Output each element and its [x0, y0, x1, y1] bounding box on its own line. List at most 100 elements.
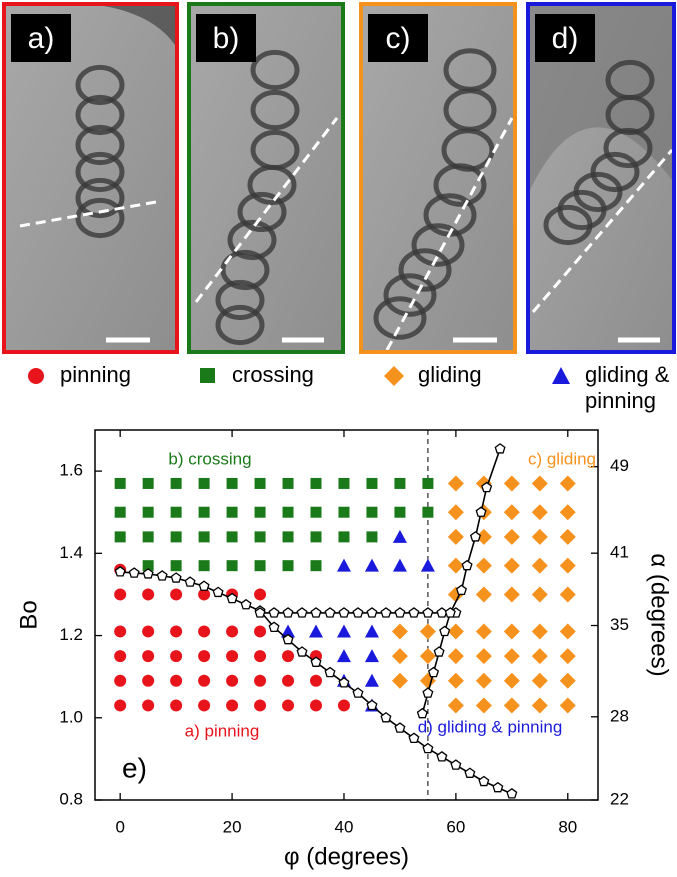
data-point	[282, 699, 294, 711]
data-point	[170, 650, 182, 662]
curve-marker	[171, 573, 181, 582]
annotation: e)	[122, 752, 147, 783]
data-point	[476, 623, 492, 639]
data-point	[365, 649, 379, 662]
data-point	[448, 504, 464, 520]
data-point	[560, 475, 576, 491]
curve-marker	[462, 561, 472, 570]
data-point	[448, 558, 464, 574]
curve-marker	[157, 571, 167, 580]
data-point	[198, 675, 210, 687]
data-point	[560, 697, 576, 713]
data-point	[254, 699, 266, 711]
curve-marker	[269, 608, 279, 617]
data-point	[532, 673, 548, 689]
data-point	[560, 648, 576, 664]
data-point	[420, 623, 436, 639]
y-axis-label: Bo	[15, 600, 42, 629]
data-point	[448, 673, 464, 689]
data-point	[504, 623, 520, 639]
legend-symbol	[552, 367, 570, 384]
data-point	[254, 650, 266, 662]
x-tick-label: 20	[223, 817, 242, 836]
data-point	[448, 623, 464, 639]
y2-tick-label: 22	[610, 789, 629, 808]
data-point	[171, 560, 182, 571]
y2-tick-label: 35	[610, 615, 629, 634]
data-point	[283, 531, 294, 542]
data-point	[142, 675, 154, 687]
data-point	[226, 675, 238, 687]
data-point	[255, 531, 266, 542]
y2-tick-label: 49	[610, 456, 629, 475]
data-point	[393, 559, 407, 572]
data-point	[199, 531, 210, 542]
data-point	[115, 531, 126, 542]
legend-entry: pinning	[60, 362, 200, 388]
curve-marker	[437, 752, 447, 761]
curve-marker	[339, 678, 349, 687]
data-point	[504, 558, 520, 574]
data-point	[365, 674, 379, 687]
y2-axis-label: α (degrees)	[646, 553, 673, 676]
legend-entry: gliding & pinning	[585, 362, 673, 414]
data-point	[283, 478, 294, 489]
data-point	[227, 507, 238, 518]
data-point	[476, 648, 492, 664]
legend-symbol	[200, 368, 215, 383]
photo-panel: c)	[361, 4, 515, 352]
data-point	[338, 531, 349, 542]
data-point	[311, 560, 322, 571]
x-axis-label: φ (degrees)	[284, 843, 409, 870]
data-point	[504, 504, 520, 520]
data-point	[448, 475, 464, 491]
curve-marker	[297, 608, 307, 617]
data-point	[560, 586, 576, 602]
x-tick-label: 80	[558, 817, 577, 836]
curve-marker	[395, 723, 405, 732]
data-point	[198, 650, 210, 662]
data-point	[366, 507, 377, 518]
legend: pinningcrossingglidinggliding & pinning	[0, 362, 677, 422]
data-point	[532, 648, 548, 664]
annotation: d) gliding & pinning	[418, 717, 563, 736]
panel-label: a)	[28, 22, 55, 55]
data-point	[143, 531, 154, 542]
data-point	[392, 648, 408, 664]
data-point	[448, 648, 464, 664]
data-point	[560, 623, 576, 639]
curve-marker	[283, 608, 293, 617]
legend-symbol	[384, 366, 404, 386]
data-point	[448, 529, 464, 545]
curve-marker	[185, 577, 195, 586]
x-tick-label: 0	[115, 817, 124, 836]
curve-marker	[241, 600, 251, 609]
y-tick-label: 0.8	[59, 789, 83, 808]
x-tick-label: 40	[335, 817, 354, 836]
data-point	[310, 699, 322, 711]
data-point	[392, 623, 408, 639]
data-point	[448, 697, 464, 713]
page: {"panels": [{"label": "a)"}, {"label": "…	[0, 0, 677, 877]
photo-panel: b)	[189, 4, 343, 352]
curve-marker	[409, 608, 419, 617]
y-tick-label: 1.2	[59, 625, 83, 644]
data-point	[532, 475, 548, 491]
data-point	[393, 530, 407, 543]
data-point	[337, 649, 351, 662]
data-point	[114, 588, 126, 600]
curve-marker	[451, 760, 461, 769]
data-point	[254, 588, 266, 600]
data-point	[532, 623, 548, 639]
data-point	[114, 650, 126, 662]
y-tick-label: 1.4	[59, 543, 83, 562]
data-point	[532, 529, 548, 545]
data-point	[283, 560, 294, 571]
data-point	[476, 586, 492, 602]
curve-marker	[493, 783, 503, 792]
data-point	[226, 650, 238, 662]
curve-marker	[495, 444, 505, 453]
data-point	[476, 673, 492, 689]
data-point	[142, 699, 154, 711]
data-point	[311, 478, 322, 489]
